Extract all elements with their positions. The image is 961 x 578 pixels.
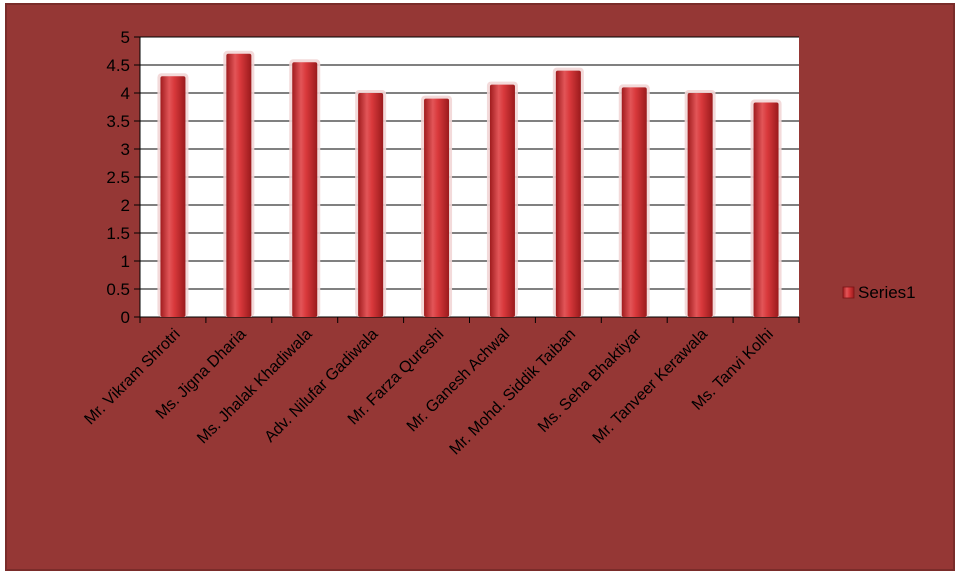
bar xyxy=(489,84,515,317)
y-tick-label: 5 xyxy=(121,28,130,47)
legend-label-series1: Series1 xyxy=(858,283,916,302)
x-tick-label: Mr. Tanveer Kerawala xyxy=(590,326,711,447)
legend-swatch-series1 xyxy=(842,286,855,299)
x-tick-label: Mr. Mohd. Siddik Taiban xyxy=(447,326,580,459)
y-tick-label: 1 xyxy=(121,252,130,271)
bar xyxy=(358,93,384,317)
y-tick-label: 3.5 xyxy=(106,112,130,131)
y-tick-label: 4 xyxy=(121,84,130,103)
bar xyxy=(621,87,647,318)
y-axis-ticks: 0 0.5 1 1.5 2 2.5 3 3.5 4 4.5 5 xyxy=(106,28,130,327)
chart-area: 0 0.5 1 1.5 2 2.5 3 3.5 4 4.5 5 Mr. Vikram Shrotri… xyxy=(5,3,955,571)
legend: Series1 xyxy=(842,283,916,302)
x-tick-label: Ms. Jhalak Khadiwala xyxy=(194,326,316,448)
y-tick-label: 4.5 xyxy=(106,56,130,75)
x-tick-label: Adv. Nilufar Gadiwala xyxy=(262,326,382,446)
bar xyxy=(753,102,779,318)
y-tick-label: 1.5 xyxy=(106,224,130,243)
y-tick-label: 2.5 xyxy=(106,168,130,187)
bar xyxy=(292,62,318,318)
bar-chart: 0 0.5 1 1.5 2 2.5 3 3.5 4 4.5 5 Mr. Vikram Shrotri… xyxy=(81,28,916,458)
y-tick-label: 3 xyxy=(121,140,130,159)
bar xyxy=(226,53,252,318)
y-tick-label: 2 xyxy=(121,196,130,215)
y-tick-label: 0.5 xyxy=(106,280,130,299)
y-tick-label: 0 xyxy=(121,308,130,327)
bar xyxy=(687,93,713,317)
bar xyxy=(424,98,450,317)
bars xyxy=(157,50,782,318)
bar xyxy=(555,70,581,317)
bar xyxy=(160,76,186,317)
